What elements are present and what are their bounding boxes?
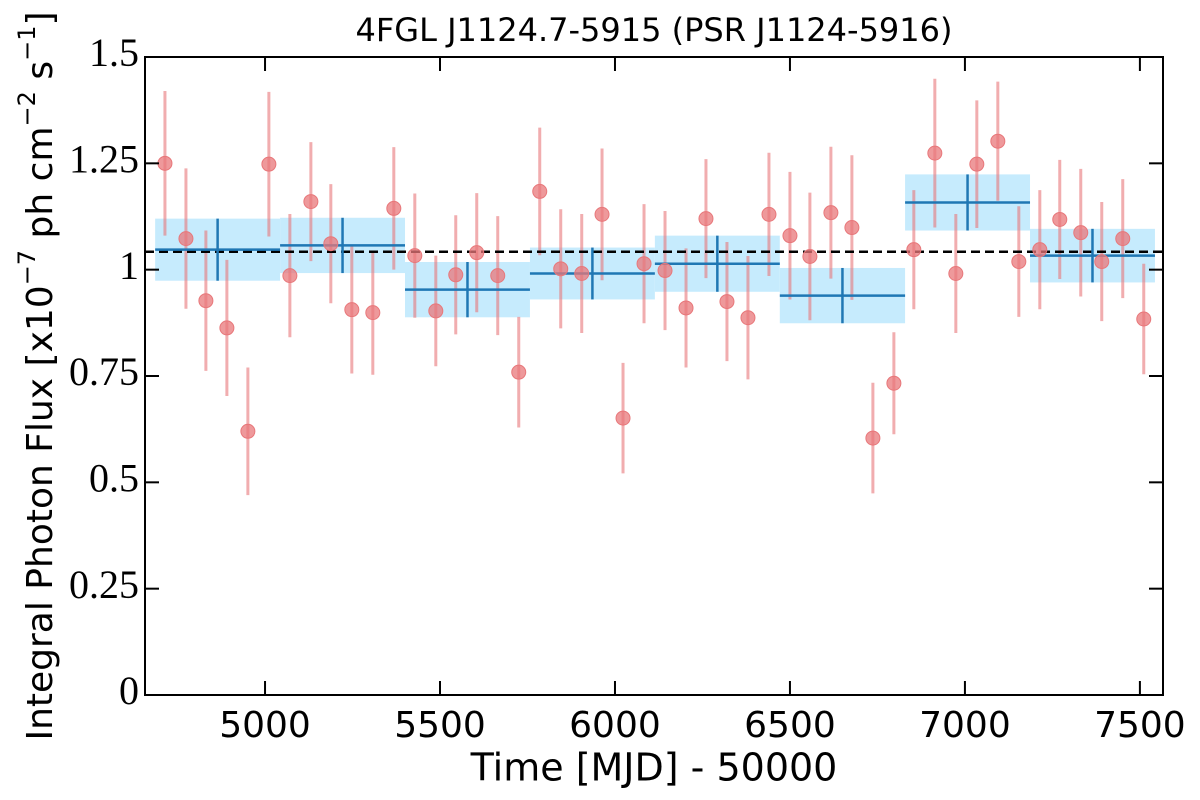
point [407, 248, 423, 264]
point [1052, 211, 1068, 227]
point [1011, 254, 1027, 270]
point [927, 145, 943, 161]
y-label-part: ph cm [20, 126, 61, 249]
point [511, 364, 527, 380]
point [386, 200, 402, 216]
point [678, 300, 694, 316]
point [303, 194, 319, 210]
point [198, 293, 214, 309]
point [448, 267, 464, 283]
point [490, 268, 506, 284]
point [282, 268, 298, 284]
y-axis-label: Integral Photon Flux [x10−7 ph cm−2 s−1] [13, 11, 61, 740]
y-tick-label: 1 [119, 243, 139, 288]
point [344, 302, 360, 318]
point [844, 220, 860, 236]
point [1115, 231, 1131, 247]
point [469, 245, 485, 261]
point [323, 236, 339, 252]
y-tick-label: 1.25 [69, 137, 139, 182]
point [782, 228, 798, 244]
point [261, 156, 277, 172]
point [948, 265, 964, 281]
point [594, 206, 610, 222]
point [1073, 225, 1089, 241]
plot-frame [144, 56, 1164, 696]
point [865, 430, 881, 446]
x-tick-label: 6500 [744, 705, 836, 746]
y-label-superscript: −2 [13, 91, 41, 126]
x-tick-label: 5000 [219, 705, 311, 746]
y-label-part: s [20, 61, 61, 91]
point [906, 242, 922, 258]
y-tick-label: 0.25 [69, 562, 139, 607]
point [532, 183, 548, 199]
point [969, 156, 985, 172]
point [1136, 311, 1152, 327]
y-label-superscript: −7 [13, 250, 41, 285]
y-label-part: Integral Photon Flux [x10 [20, 285, 61, 740]
point [574, 265, 590, 281]
point [615, 410, 631, 426]
point [740, 310, 756, 326]
y-tick-label: 0.75 [69, 349, 139, 394]
y-tick-label: 0.5 [89, 456, 139, 501]
y-label-part: ] [20, 11, 61, 25]
point [636, 256, 652, 272]
y-tick-label: 1.5 [89, 30, 139, 75]
point [1032, 242, 1048, 258]
y-label-superscript: −1 [13, 26, 41, 61]
x-tick-label: 5500 [394, 705, 486, 746]
chart-title: 4FGL J1124.7-5915 (PSR J1124-5916) [356, 11, 953, 49]
point [823, 205, 839, 221]
point [657, 263, 673, 279]
point [1094, 254, 1110, 270]
point [990, 133, 1006, 149]
point [219, 320, 235, 336]
x-axis-label: Time [MJD] - 50000 [470, 746, 838, 790]
point [553, 261, 569, 277]
point [178, 231, 194, 247]
point [719, 294, 735, 310]
point [802, 248, 818, 264]
point [157, 155, 173, 171]
x-tick-label: 7500 [1094, 705, 1186, 746]
point [698, 211, 714, 227]
x-tick-label: 6000 [569, 705, 661, 746]
x-tick-label: 7000 [919, 705, 1011, 746]
point [365, 305, 381, 321]
y-tick-label: 0 [119, 668, 139, 713]
point [761, 206, 777, 222]
point [240, 423, 256, 439]
point [428, 303, 444, 319]
point [886, 375, 902, 391]
